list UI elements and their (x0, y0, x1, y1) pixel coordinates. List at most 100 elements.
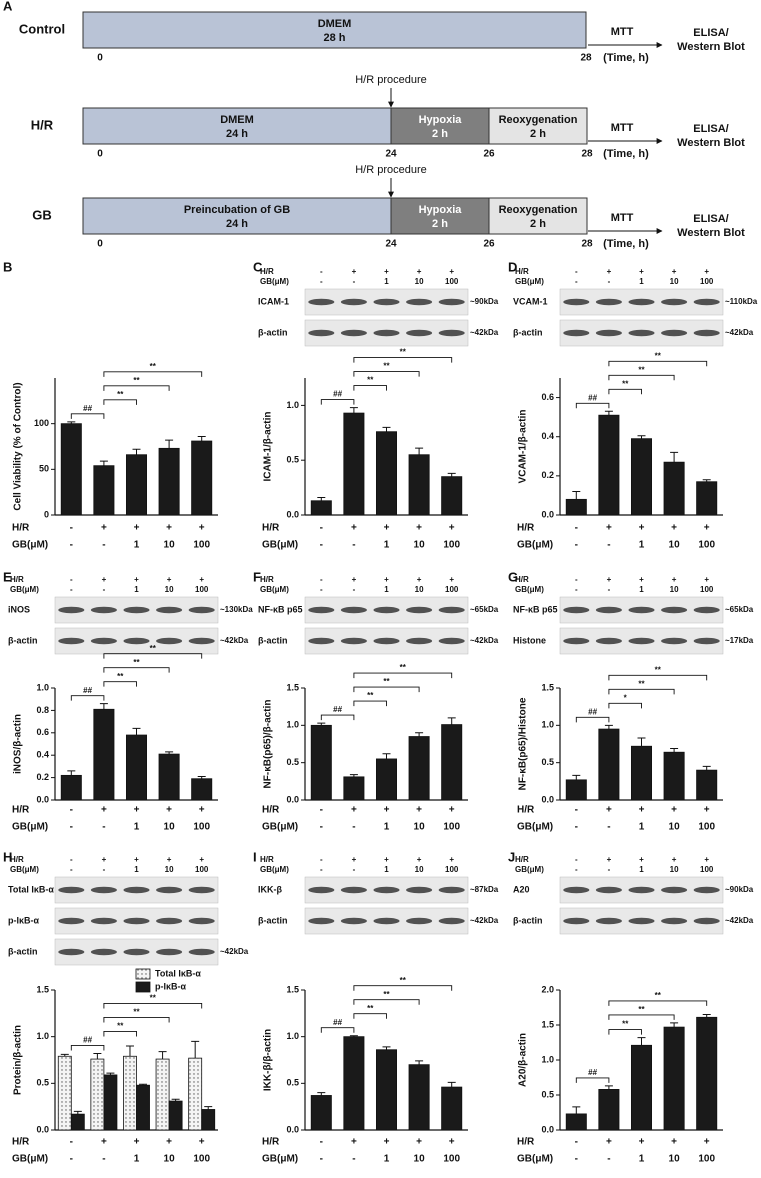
blot-band (628, 886, 655, 894)
band-label: iNOS (8, 604, 30, 614)
blot-condition-value: - (103, 865, 106, 874)
bar (343, 776, 365, 801)
y-tick-label: 0.0 (541, 794, 554, 804)
y-axis-title: NF-κB(p65)/Histone (518, 697, 529, 790)
significance-label: * (624, 693, 628, 702)
error-bar (604, 1085, 613, 1090)
bar (93, 708, 115, 801)
significance-bracket (608, 688, 675, 695)
condition-value: 100 (193, 540, 210, 551)
error-bar (349, 774, 358, 777)
blot-condition-label: GB(μM) (260, 277, 289, 286)
blot-condition-value: 1 (134, 865, 139, 874)
condition-label: H/R (517, 1137, 535, 1148)
condition-value: - (102, 822, 105, 833)
error-bar (317, 722, 326, 726)
error-bar (572, 1106, 581, 1114)
condition-value: - (575, 523, 578, 534)
band-label: p-IκB-α (8, 915, 40, 925)
bar (408, 454, 430, 516)
condition-value: - (70, 540, 73, 551)
condition-value: + (639, 523, 645, 534)
panel-letter: B (3, 259, 12, 274)
bar (696, 1016, 718, 1131)
band-size: ~17kDa (725, 636, 754, 645)
error-bar (197, 775, 206, 779)
blot-condition-value: + (607, 855, 612, 864)
error-bar (415, 447, 424, 455)
blot-band (340, 298, 367, 306)
y-axis-title: Protein/β-actin (13, 1025, 24, 1095)
y-axis-title: ICAM-1/β-actin (263, 412, 274, 482)
blot-condition-label: GB(μM) (515, 865, 544, 874)
blot-condition-value: - (575, 277, 578, 286)
error-bar (447, 717, 456, 725)
y-tick-label: 0.5 (36, 1078, 49, 1088)
significance-bracket (103, 681, 137, 687)
bar (441, 724, 463, 801)
blot-condition-value: 1 (639, 277, 644, 286)
blot-band (188, 917, 215, 925)
significance-label: ## (588, 1068, 597, 1077)
time-tick: 28 (580, 53, 592, 64)
y-tick-label: 0.5 (286, 455, 299, 465)
blot-condition-label: H/R (260, 575, 274, 584)
condition-value: + (166, 523, 172, 534)
blot-band (373, 329, 400, 337)
significance-label: ** (638, 1005, 645, 1014)
blot-condition-value: + (384, 575, 389, 584)
band-size: ~42kDa (470, 916, 499, 925)
error-bar (93, 1052, 102, 1060)
blot-band (90, 637, 117, 645)
error-bar (73, 1110, 82, 1115)
blot-band (661, 329, 688, 337)
condition-value: - (575, 1137, 578, 1148)
significance-label: ** (367, 376, 374, 385)
error-bar (165, 439, 174, 449)
significance-bracket (353, 357, 453, 363)
bar (123, 1055, 137, 1131)
blot-band (563, 329, 590, 337)
blot-condition-value: 100 (700, 865, 714, 874)
error-bar (572, 491, 581, 500)
significance-bracket (575, 402, 610, 409)
blot-band (563, 886, 590, 894)
panel-letter: H (3, 849, 12, 864)
significance-bracket (320, 1027, 355, 1033)
blot-band (373, 637, 400, 645)
error-bar (702, 1014, 711, 1018)
segment-duration: 24 h (226, 218, 248, 230)
bar (188, 1057, 203, 1131)
blot-condition-value: - (320, 865, 323, 874)
band-size: ~42kDa (725, 916, 754, 925)
blot-band (308, 886, 335, 894)
y-tick-label: 1.5 (541, 1019, 554, 1029)
condition-label: GB(μM) (262, 540, 298, 551)
blot-band (188, 948, 215, 956)
significance-bracket (353, 985, 453, 991)
y-tick-label: 0.0 (541, 1124, 554, 1134)
blot-band (693, 886, 720, 894)
significance-label: ** (383, 990, 390, 999)
blot-band (90, 886, 117, 894)
condition-value: - (102, 1154, 105, 1165)
condition-value: + (351, 1137, 357, 1148)
blot-condition-value: + (352, 855, 357, 864)
significance-label: ## (83, 686, 92, 695)
condition-value: - (575, 822, 578, 833)
condition-value: + (416, 1137, 422, 1148)
blot-band (58, 886, 85, 894)
bar (57, 1055, 72, 1131)
condition-value: 10 (164, 540, 176, 551)
band-size: ~42kDa (470, 636, 499, 645)
blot-condition-value: + (417, 575, 422, 584)
error-bar (670, 747, 679, 753)
row-label: GB (32, 207, 52, 222)
condition-value: 1 (384, 822, 390, 833)
segment-title: Reoxygenation (499, 204, 578, 216)
blot-condition-value: - (320, 267, 323, 276)
timeline-segment (390, 197, 490, 235)
bar (696, 481, 718, 516)
condition-label: H/R (262, 1137, 280, 1148)
bar (663, 751, 685, 801)
